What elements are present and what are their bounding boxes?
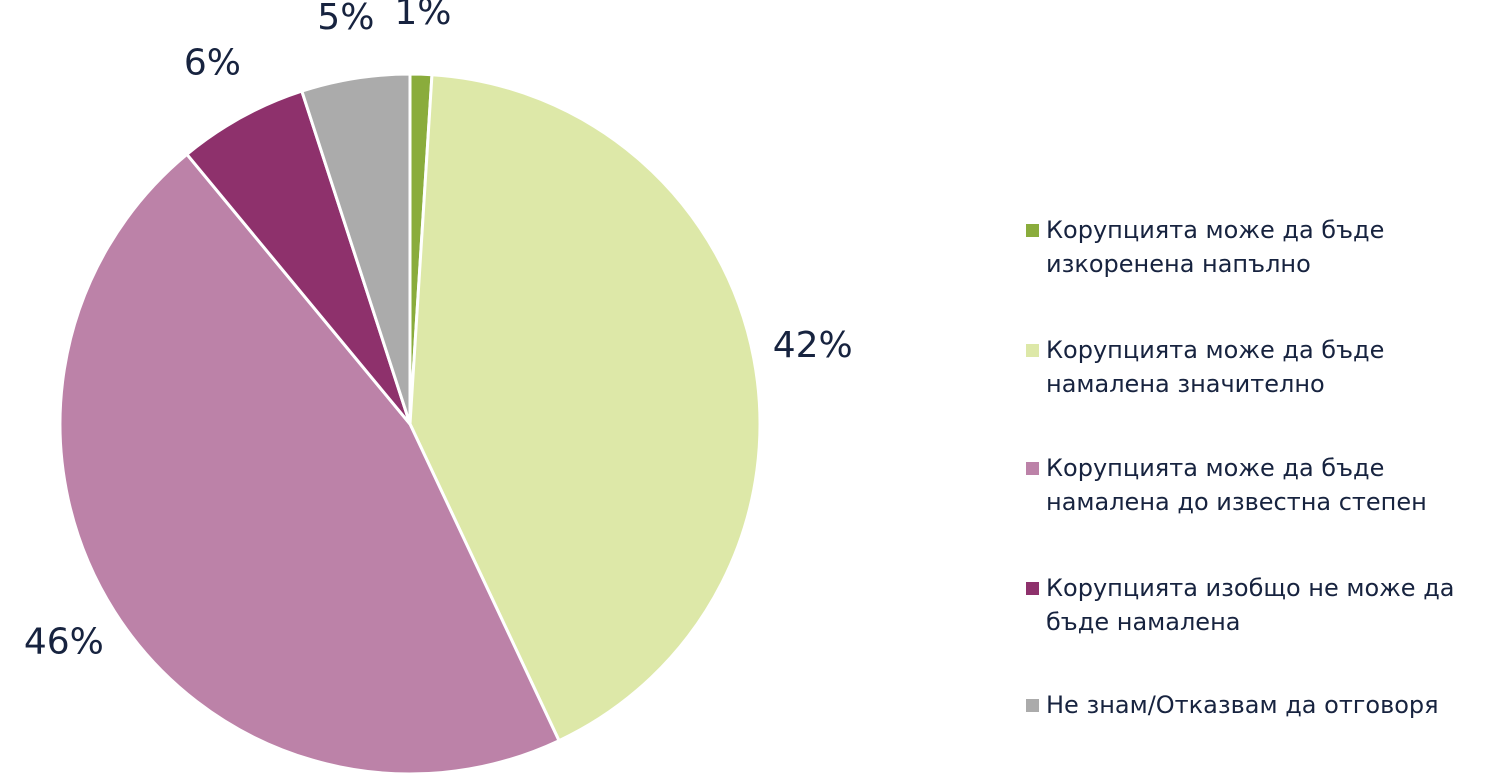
chart: 1% 42% 46% 6% 5%: [24, 0, 853, 776]
pie-slice: [408, 73, 762, 743]
legend-item: Корупцията може да бъде намалена значите…: [1024, 333, 1484, 401]
pie-slice: [58, 152, 562, 776]
legend-item: Не знам/Отказвам да отговоря: [1024, 688, 1484, 722]
legend-item: Корупцията може да бъде изкоренена напъл…: [1024, 213, 1484, 281]
legend-swatch: [1026, 582, 1039, 595]
data-label: 1%: [394, 0, 451, 33]
data-label: 5%: [317, 0, 374, 38]
legend-swatch: [1026, 699, 1039, 712]
legend-swatch: [1026, 224, 1039, 237]
legend-label: Корупцията може да бъде намалена до изве…: [1046, 454, 1427, 516]
legend-swatch: [1026, 462, 1039, 475]
pie-slice: [184, 89, 412, 425]
legend-label: Корупцията изобщо не може да бъде намале…: [1046, 574, 1455, 636]
data-label: 6%: [184, 43, 241, 84]
legend-label: Корупцията може да бъде намалена значите…: [1046, 336, 1385, 398]
legend-item: Корупцията изобщо не може да бъде намале…: [1024, 571, 1484, 639]
pie-slice: [299, 72, 412, 425]
legend-label: Не знам/Отказвам да отговоря: [1046, 691, 1439, 719]
data-label: 42%: [773, 325, 853, 366]
legend-item: Корупцията може да бъде намалена до изве…: [1024, 451, 1484, 519]
legend-swatch: [1026, 344, 1039, 357]
legend-label: Корупцията може да бъде изкоренена напъл…: [1046, 216, 1385, 278]
data-label: 46%: [24, 622, 104, 663]
